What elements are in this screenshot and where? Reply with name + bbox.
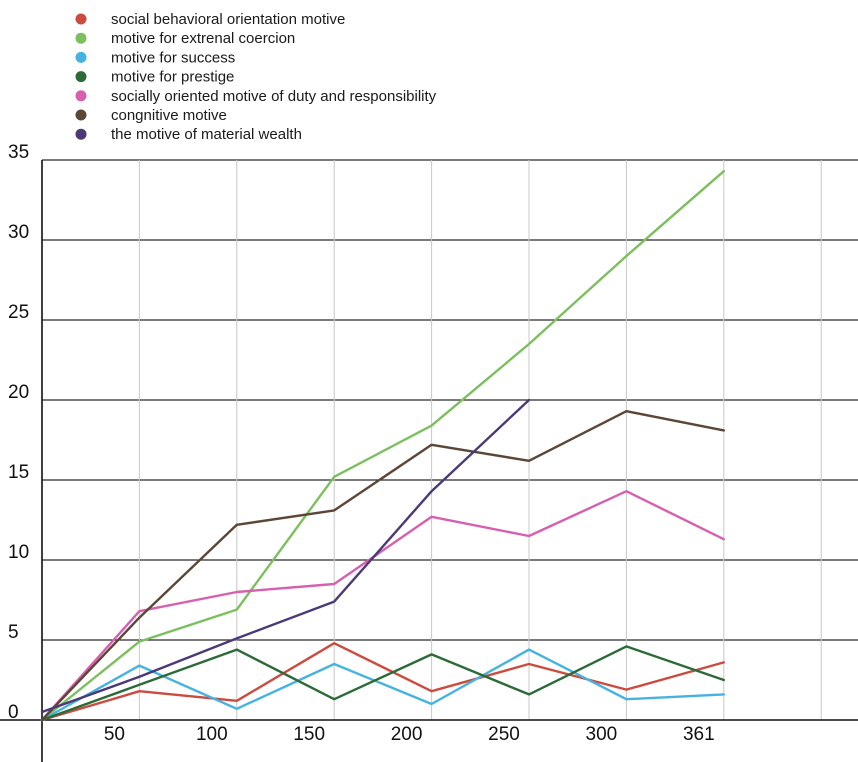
series-line bbox=[40, 410, 725, 722]
series-lines bbox=[40, 169, 725, 722]
legend-label: motive for prestige bbox=[111, 69, 234, 86]
legend-label: the motive of material wealth bbox=[111, 126, 302, 143]
x-tick-labels: 50 100 150 200 250 300 361 bbox=[104, 724, 715, 745]
legend-label: social behavioral orientation motive bbox=[111, 11, 345, 28]
legend-item: the motive of material wealth bbox=[75, 126, 302, 143]
legend-marker bbox=[75, 90, 87, 102]
legend-label: congnitive motive bbox=[111, 107, 227, 124]
y-tick-label: 25 bbox=[8, 302, 29, 323]
y-tick-label: 15 bbox=[8, 462, 29, 483]
axes bbox=[0, 160, 858, 762]
x-tick-label: 200 bbox=[391, 724, 423, 745]
legend-marker bbox=[75, 13, 87, 25]
series-line bbox=[40, 398, 531, 714]
legend-item: congnitive motive bbox=[75, 107, 227, 124]
legend-label: socially oriented motive of duty and res… bbox=[111, 88, 437, 105]
x-tick-label: 50 bbox=[104, 724, 125, 745]
legend-item: motive for extrenal coercion bbox=[75, 30, 295, 47]
grid bbox=[42, 159, 858, 720]
legend: social behavioral orientation motive moti… bbox=[75, 11, 437, 143]
y-tick-label: 30 bbox=[8, 222, 29, 243]
legend-marker bbox=[75, 109, 87, 121]
x-tick-label: 250 bbox=[488, 724, 520, 745]
legend-marker bbox=[75, 32, 87, 44]
y-tick-label: 35 bbox=[8, 142, 29, 163]
y-tick-labels: 0 5 10 15 20 25 30 35 bbox=[8, 142, 29, 723]
legend-label: motive for extrenal coercion bbox=[111, 30, 295, 47]
y-tick-label: 20 bbox=[8, 382, 29, 403]
y-tick-label: 10 bbox=[8, 542, 29, 563]
y-tick-label: 0 bbox=[8, 702, 19, 723]
legend-item: motive for success bbox=[75, 49, 235, 66]
series-line bbox=[40, 642, 725, 722]
series-line bbox=[40, 490, 725, 722]
x-tick-label: 361 bbox=[683, 724, 715, 745]
legend-item: social behavioral orientation motive bbox=[75, 11, 345, 28]
legend-item: socially oriented motive of duty and res… bbox=[75, 88, 437, 105]
x-tick-label: 150 bbox=[293, 724, 325, 745]
x-tick-label: 100 bbox=[196, 724, 228, 745]
legend-marker bbox=[75, 128, 87, 140]
series-line bbox=[40, 169, 725, 722]
series-line bbox=[40, 648, 725, 722]
legend-marker bbox=[75, 71, 87, 83]
y-tick-label: 5 bbox=[8, 622, 19, 643]
x-tick-label: 300 bbox=[586, 724, 618, 745]
legend-marker bbox=[75, 51, 87, 63]
legend-item: motive for prestige bbox=[75, 69, 234, 86]
series-line bbox=[40, 645, 725, 722]
legend-label: motive for success bbox=[111, 49, 235, 66]
